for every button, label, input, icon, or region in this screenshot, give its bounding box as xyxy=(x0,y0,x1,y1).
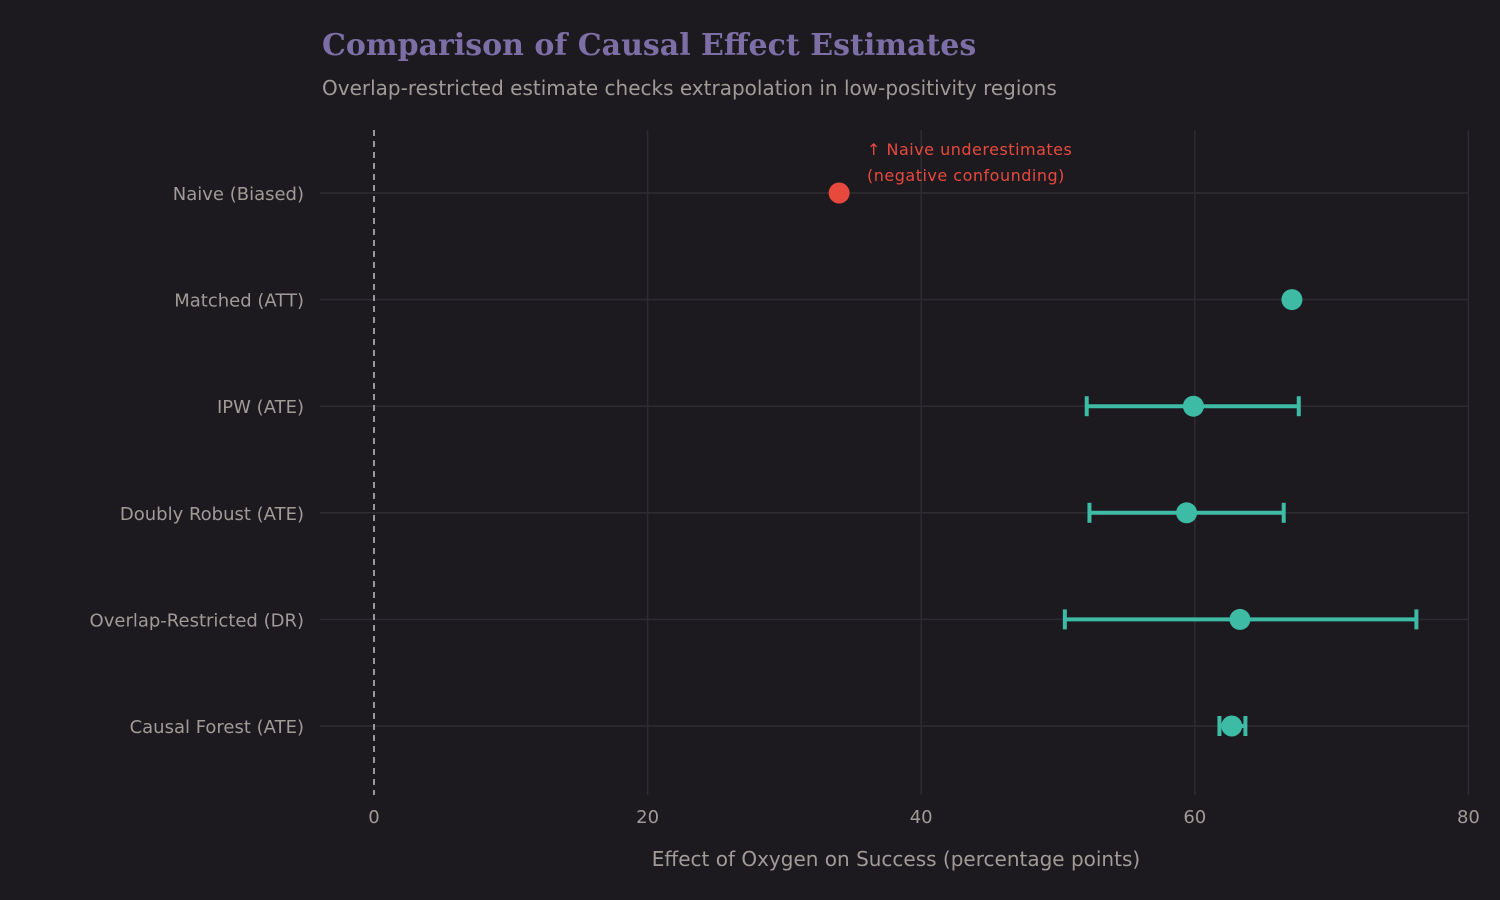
y-tick-label: Matched (ATT) xyxy=(174,291,304,312)
y-tick-label: IPW (ATE) xyxy=(217,397,304,418)
estimate-point xyxy=(1281,289,1303,311)
x-tick-label: 40 xyxy=(910,807,933,828)
annotation-text: ↑ Naive underestimates xyxy=(867,140,1072,159)
y-tick-label: Overlap-Restricted (DR) xyxy=(90,610,304,631)
y-tick-label: Causal Forest (ATE) xyxy=(130,717,304,738)
x-tick-label: 60 xyxy=(1183,807,1206,828)
chart-title: Comparison of Causal Effect Estimates xyxy=(322,28,977,63)
estimate-point xyxy=(1229,608,1251,630)
y-tick-label: Naive (Biased) xyxy=(173,184,304,205)
annotation-text: (negative confounding) xyxy=(867,166,1065,185)
x-axis-label: Effect of Oxygen on Success (percentage … xyxy=(652,847,1140,871)
chart-subtitle: Overlap-restricted estimate checks extra… xyxy=(322,76,1057,100)
estimate-point xyxy=(1176,502,1198,524)
estimate-point xyxy=(1221,715,1243,737)
y-tick-label: Doubly Robust (ATE) xyxy=(120,504,304,525)
estimate-point xyxy=(828,182,850,204)
x-tick-label: 0 xyxy=(368,807,379,828)
x-tick-label: 80 xyxy=(1457,807,1480,828)
estimate-point xyxy=(1182,395,1204,417)
x-tick-label: 20 xyxy=(636,807,659,828)
